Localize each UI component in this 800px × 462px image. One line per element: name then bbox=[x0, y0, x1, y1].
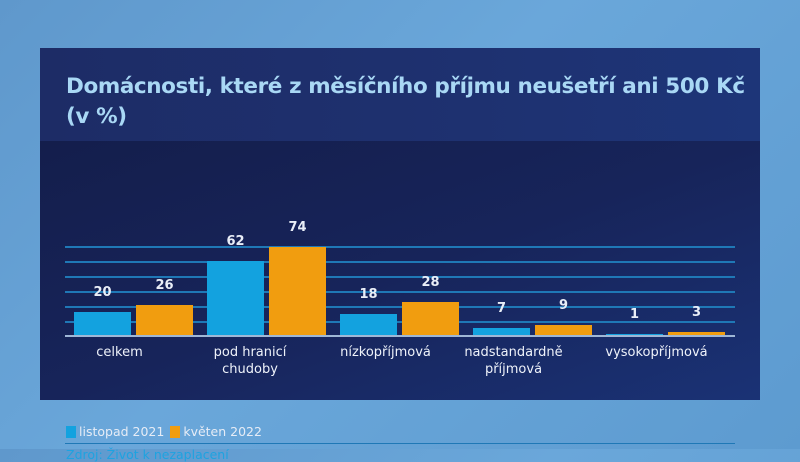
divider bbox=[65, 443, 735, 444]
legend-label: listopad 2021 bbox=[79, 424, 165, 439]
data-label: 1 bbox=[629, 307, 640, 322]
title-area: Domácnosti, které z měsíčního příjmu neu… bbox=[40, 48, 760, 141]
data-label: 28 bbox=[421, 275, 440, 290]
gridline bbox=[65, 261, 735, 263]
source-note: Zdroj: Život k nezaplacení bbox=[66, 447, 229, 462]
data-label: 7 bbox=[496, 301, 507, 316]
legend-label: květen 2022 bbox=[183, 424, 262, 439]
x-axis-baseline bbox=[65, 335, 735, 337]
bar-kveten-2022 bbox=[402, 302, 459, 336]
data-label: 18 bbox=[359, 287, 378, 302]
gridline bbox=[65, 306, 735, 308]
bar-listopad-2021 bbox=[473, 328, 530, 336]
bar-listopad-2021 bbox=[207, 261, 264, 336]
category-label: nadstandardně příjmová bbox=[464, 345, 563, 377]
data-label: 74 bbox=[288, 220, 307, 235]
legend-swatch-orange-icon bbox=[170, 425, 181, 438]
category-label: celkem bbox=[96, 345, 143, 360]
category-label: nízkopříjmová bbox=[340, 345, 431, 360]
category-label: pod hranicí chudoby bbox=[213, 345, 287, 377]
data-label: 26 bbox=[155, 278, 174, 293]
legend-item-kveten-2022: květen 2022 bbox=[170, 424, 262, 439]
data-label: 9 bbox=[558, 298, 569, 313]
gridline bbox=[65, 291, 735, 293]
legend-item-listopad-2021: listopad 2021 bbox=[66, 424, 164, 439]
legend: listopad 2021 květen 2022 bbox=[66, 424, 268, 439]
gridline bbox=[65, 246, 735, 248]
chart-panel: Domácnosti, které z měsíčního příjmu neu… bbox=[40, 48, 760, 462]
bar-kveten-2022 bbox=[136, 305, 193, 336]
data-label: 20 bbox=[93, 285, 112, 300]
bar-kveten-2022 bbox=[269, 247, 326, 336]
bar-kveten-2022 bbox=[535, 325, 592, 336]
data-label: 3 bbox=[691, 305, 702, 320]
gridline bbox=[65, 276, 735, 278]
bar-listopad-2021 bbox=[340, 314, 397, 336]
gridline bbox=[65, 321, 735, 323]
category-label: vysokopříjmová bbox=[605, 345, 708, 360]
chart-title: Domácnosti, které z měsíčního příjmu neu… bbox=[66, 74, 745, 129]
legend-swatch-blue-icon bbox=[66, 425, 76, 438]
data-label: 62 bbox=[226, 234, 245, 249]
bar-kveten-2022 bbox=[668, 332, 725, 336]
bar-listopad-2021 bbox=[74, 312, 131, 336]
plot-area: 20 62 18 7 1 26 74 28 9 3 celkem pod hranicí chud… bbox=[40, 141, 760, 462]
